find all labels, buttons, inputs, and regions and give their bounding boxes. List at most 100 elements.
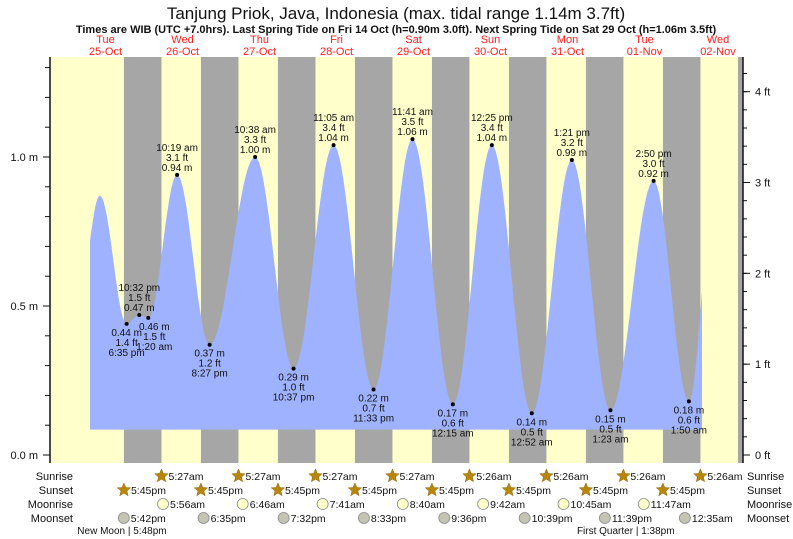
moonrise-row-label-right: Moonrise (747, 499, 792, 511)
moonrise-time: 8:40am (410, 499, 445, 511)
sunrise-icon (693, 468, 708, 483)
right-tick-label: 4 ft (755, 87, 770, 99)
high-tide-time: 10:38 am (234, 125, 276, 136)
sunset-time: 5:45pm (516, 485, 551, 497)
high-tide-height-m: 1.04 m (318, 133, 349, 144)
axes: 0.0 m 0.5 m 1.0 m 0 ft 1 ft 2 ft 3 ft 4 ft (10, 57, 770, 463)
moonset-time: 12:35am (692, 513, 733, 525)
moon-phase-label: First Quarter | 1:38pm (577, 526, 675, 537)
high-tide-height-m: 0.99 m (557, 148, 588, 159)
low-tide-height-ft: 0.6 ft (678, 415, 700, 426)
day-date: 02-Nov (700, 46, 736, 58)
high-tide-point (253, 155, 258, 159)
low-tide-point (207, 342, 212, 347)
low-tide-point (608, 408, 613, 413)
moonrise-icon (557, 498, 570, 510)
moonrise-time: 10:45am (570, 499, 611, 511)
low-tide-point (686, 399, 691, 404)
low-tide-height-ft: 1.5 ft (143, 332, 165, 343)
sunset-icon (270, 482, 286, 497)
high-tide-time: 11:41 am (392, 107, 433, 118)
right-tick-label: 0 ft (755, 450, 770, 462)
right-tick-label: 2 ft (755, 268, 770, 280)
sunrise-icon (308, 468, 323, 483)
moonrise-icon (236, 498, 249, 510)
moonset-icon (438, 512, 451, 524)
sunset-icon (424, 482, 440, 497)
low-tide-time: 6:35 pm (109, 348, 145, 359)
right-tick-label: 1 ft (755, 359, 770, 371)
moonset-time: 9:36pm (451, 513, 486, 525)
low-tide-time: 12:15 am (432, 428, 474, 439)
moonset-row-label-right: Moonset (747, 513, 789, 525)
sunrise-time: 5:27am (322, 471, 357, 483)
low-tide-height-m: 0.29 m (278, 373, 309, 384)
high-tide-time: 10:32 pm (118, 283, 160, 294)
day-name: Sat (405, 34, 422, 46)
day-name: Mon (557, 34, 578, 46)
high-tide-height-ft: 3.4 ft (481, 123, 503, 134)
moonset-icon (598, 512, 611, 524)
left-tick-label: 0.0 m (10, 450, 38, 462)
day-date: 25-Oct (89, 46, 122, 58)
day-name: Fri (330, 34, 343, 46)
day-name: Sun (481, 34, 501, 46)
sunset-row-label-right: Sunset (747, 485, 781, 497)
sunset-icon (116, 482, 132, 497)
moonrise-icon (396, 498, 409, 510)
high-tide-height-ft: 3.2 ft (561, 138, 583, 149)
sunrise-time: 5:26am (630, 471, 665, 483)
low-tide-time: 12:52 am (511, 437, 553, 448)
moonrise-icon (637, 498, 650, 510)
sunrise-time: 5:27am (245, 471, 280, 483)
sunset-time: 5:45pm (131, 485, 166, 497)
sunrise-time: 5:27am (168, 471, 203, 483)
sunset-icon (347, 482, 363, 497)
tide-area (89, 139, 703, 430)
moonset-icon (117, 512, 130, 524)
low-tide-time: 1:50 am (671, 425, 707, 436)
high-tide-height-m: 1.04 m (477, 133, 508, 144)
moonset-icon (277, 512, 290, 524)
moonset-time: 6:35pm (211, 513, 246, 525)
tide-curve (89, 139, 703, 430)
day-name: Wed (707, 34, 729, 46)
high-tide-time: 1:21 pm (554, 128, 590, 139)
low-tide-height-ft: 0.6 ft (442, 418, 464, 429)
high-tide-height-ft: 3.5 ft (401, 117, 423, 128)
moonset-time: 8:33pm (371, 513, 406, 525)
high-tide-height-ft: 3.4 ft (322, 123, 344, 134)
high-tide-height-m: 0.92 m (638, 169, 669, 180)
low-tide-height-m: 0.46 m (139, 322, 170, 333)
moonset-time: 11:39pm (612, 513, 652, 525)
sunrise-icon (539, 468, 554, 483)
low-tide-height-ft: 0.7 ft (362, 403, 384, 414)
low-tide-height-ft: 1.0 ft (282, 383, 304, 394)
high-tide-time: 2:50 pm (636, 149, 672, 160)
sunrise-icon (385, 468, 400, 483)
low-tide-point (146, 315, 151, 320)
low-tide-point (529, 411, 534, 416)
low-tide-height-m: 0.17 m (438, 408, 469, 419)
moonrise-time: 11:47am (651, 499, 691, 511)
moonrise-icon (316, 498, 329, 510)
high-tide-height-m: 1.06 m (397, 127, 428, 138)
sunset-icon (193, 482, 209, 497)
high-tide-point (569, 157, 574, 162)
left-tick-label: 0.5 m (10, 301, 38, 313)
sunset-icon (655, 482, 671, 497)
night-band (738, 57, 743, 463)
sunrise-row-label-right: Sunrise (747, 471, 784, 483)
moonrise-icon (477, 498, 490, 510)
high-tide-height-ft: 3.3 ft (244, 135, 266, 146)
moonset-time: 10:39pm (532, 513, 573, 525)
day-date: 01-Nov (627, 46, 663, 58)
moonset-icon (197, 512, 210, 524)
moonrise-row-label: Moonrise (28, 499, 73, 511)
sunset-time: 5:45pm (670, 485, 705, 497)
moonset-icon (678, 512, 691, 524)
sunrise-icon (154, 468, 169, 483)
